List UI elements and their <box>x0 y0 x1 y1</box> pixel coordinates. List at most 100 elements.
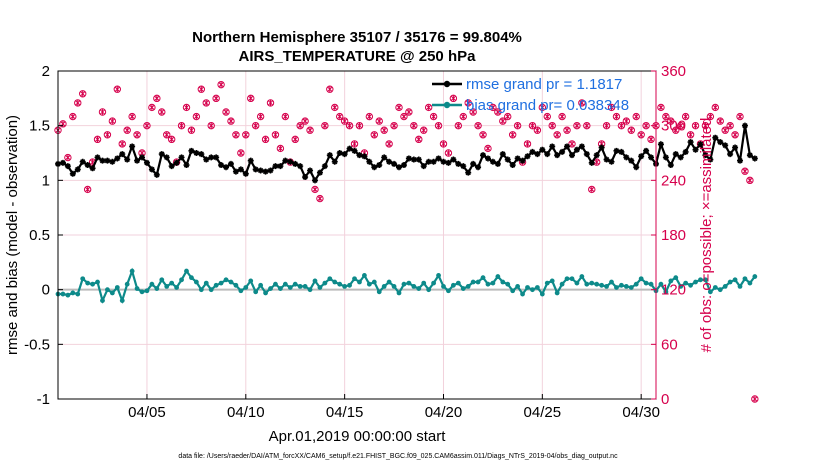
obs-assimilated-point <box>342 118 348 124</box>
obs-assimilated-point <box>317 195 323 202</box>
y-tick-label: 0 <box>42 282 50 299</box>
obs-possible-point <box>247 94 255 103</box>
obs-possible-point <box>311 185 319 194</box>
bias-point <box>648 281 654 287</box>
obs-possible-point <box>657 103 665 112</box>
obs-assimilated-point <box>238 150 244 156</box>
bias-point <box>85 280 91 286</box>
obs-possible-point <box>489 103 497 112</box>
obs-possible-point <box>711 103 720 112</box>
bias-point <box>450 282 456 288</box>
chart-subtitle: AIRS_TEMPERATURE @ 250 hPa <box>239 48 477 65</box>
obs-possible-point <box>479 131 487 139</box>
rmse-point <box>148 166 155 173</box>
rmse-point <box>356 152 363 159</box>
bias-point <box>411 283 417 289</box>
bias-point <box>505 281 511 287</box>
bias-point <box>109 290 115 296</box>
obs-possible-point <box>64 153 72 162</box>
rmse-point <box>618 148 625 155</box>
rmse-point <box>361 153 368 160</box>
rmse-point <box>455 160 462 167</box>
ticks: -1 -0.5 0 0.5 1 1.5 2 04/05 04/10 04/15 04/20 04/25… <box>24 63 686 421</box>
bias-point <box>683 280 689 286</box>
obs-possible-point <box>400 112 408 121</box>
obs-assimilated-point <box>396 104 402 111</box>
bias-point <box>599 282 605 288</box>
rmse-point <box>124 156 131 163</box>
obs-assimilated-point <box>643 122 649 129</box>
obs-assimilated-point <box>524 141 531 147</box>
rmse-point <box>564 143 571 150</box>
obs-possible-point <box>736 112 744 121</box>
obs-assimilated-point <box>282 113 288 120</box>
obs-assimilated-point <box>569 141 575 147</box>
obs-possible-point <box>553 131 561 139</box>
bias-point <box>105 287 110 293</box>
obs-possible-point <box>637 131 645 139</box>
obs-possible-point <box>523 140 532 148</box>
bias-point <box>90 281 95 287</box>
rmse-point <box>722 142 729 149</box>
obs-assimilated-point <box>134 131 140 138</box>
obs-possible-point <box>499 117 507 125</box>
bias-point <box>396 290 402 296</box>
obs-assimilated-point <box>618 122 624 129</box>
rmse-point <box>109 158 116 165</box>
rmse-point <box>672 151 679 158</box>
bias-point <box>100 298 105 303</box>
obs-assimilated-point <box>376 118 382 124</box>
y-tick-label: 1.5 <box>29 118 50 135</box>
bias-point <box>584 281 590 287</box>
obs-assimilated-point <box>198 86 204 93</box>
y-tick-label: -1 <box>37 391 50 408</box>
obs-possible-point <box>429 112 438 121</box>
rmse-point <box>282 157 289 164</box>
rmse-point <box>104 157 111 164</box>
obs-assimilated-point <box>737 113 743 120</box>
obs-possible-point <box>163 131 171 139</box>
rmse-point <box>129 143 136 150</box>
obs-possible-point <box>612 112 621 121</box>
obs-possible-point <box>558 112 566 121</box>
rmse-point <box>603 156 610 163</box>
y-right-tick-label: 120 <box>661 282 686 299</box>
bias-point <box>554 290 560 296</box>
obs-possible-point <box>153 94 161 103</box>
rmse-point <box>203 156 210 163</box>
legend-bias-marker <box>443 101 451 109</box>
bias-point <box>416 286 422 291</box>
rmse-point <box>119 151 126 158</box>
bias-point <box>258 282 264 288</box>
bias-point <box>436 273 441 278</box>
bias-point <box>193 279 199 285</box>
rmse-point <box>623 154 630 161</box>
obs-possible-point <box>677 121 685 130</box>
obs-assimilated-point <box>515 122 521 129</box>
obs-assimilated-point <box>747 177 753 184</box>
obs-possible-point <box>449 94 458 103</box>
obs-assimilated-point <box>327 86 333 93</box>
obs-assimilated-point <box>426 104 432 111</box>
bias-point <box>184 268 189 274</box>
rmse-point <box>277 163 284 170</box>
x-tick-label: 04/30 <box>622 404 660 421</box>
obs-assimilated-point <box>505 113 511 120</box>
obs-possible-point <box>237 149 245 157</box>
rmse-point <box>292 160 299 167</box>
obs-possible-point <box>622 117 631 125</box>
obs-assimilated-point <box>179 122 185 129</box>
bias-point <box>317 285 323 290</box>
bias-point <box>574 280 580 286</box>
bias-point <box>633 281 639 287</box>
x-axis-label: Apr.01,2019 00:00:00 start <box>269 428 447 445</box>
bias-point <box>366 281 372 287</box>
rmse-point <box>64 163 71 170</box>
rmse-point <box>79 158 86 165</box>
obs-possible-point <box>118 140 126 148</box>
bias-point <box>208 287 214 293</box>
obs-possible-point <box>701 121 710 130</box>
obs-possible-point <box>182 103 191 112</box>
rmse-point <box>89 165 96 172</box>
rmse-point <box>450 156 457 163</box>
